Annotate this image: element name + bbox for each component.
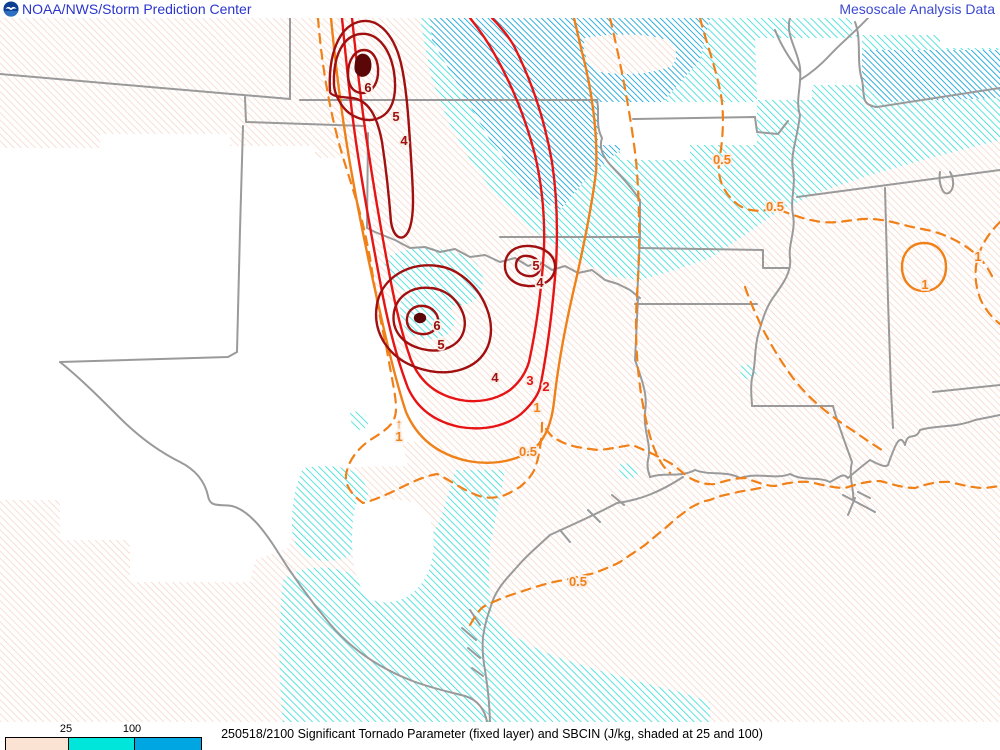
contour-label: 5 — [532, 258, 539, 273]
state-borders — [0, 18, 1000, 722]
header-subtitle: Mesoscale Analysis Data — [839, 1, 995, 17]
contour-label: 4 — [400, 133, 408, 148]
contour-label: 1 — [974, 249, 981, 264]
contour-label: 0.5 — [519, 444, 537, 459]
contour-label: ↑ — [396, 416, 403, 431]
legend-segment-high — [134, 738, 201, 750]
contour-4-5-red-river — [503, 244, 557, 288]
stp-contours — [316, 18, 1000, 627]
contour-4-5-6-oklahoma — [374, 264, 493, 374]
contour-label: 2 — [542, 379, 549, 394]
contour-3 — [350, 18, 546, 403]
contour-label: 0.5 — [766, 199, 784, 214]
legend-segment-mid — [68, 738, 134, 750]
contour-label: 1 — [395, 429, 402, 444]
contour-label: 5 — [437, 337, 444, 352]
noaa-logo-icon — [3, 1, 19, 17]
contour-label: 4 — [536, 275, 544, 290]
contour-label: 1 — [921, 277, 928, 292]
contour-4-5-6-nebraska — [328, 19, 415, 239]
legend-tick-25: 25 — [59, 723, 73, 735]
contour-label: 3 — [526, 373, 533, 388]
contour-label: 6 — [433, 318, 440, 333]
sbcin-legend-bar — [5, 737, 202, 750]
page-header: NOAA/NWS/Storm Prediction Center Mesosca… — [0, 0, 1000, 18]
contour-1-solid — [329, 18, 948, 464]
legend-segment-low — [6, 738, 68, 750]
contour-label: 0.5 — [713, 152, 731, 167]
map-caption: 250518/2100 Significant Tornado Paramete… — [221, 727, 763, 741]
contour-label: 6 — [364, 80, 371, 95]
contour-2 — [340, 18, 559, 430]
legend-tick-100: 100 — [122, 723, 142, 735]
contour-label: 4 — [491, 370, 499, 385]
contour-label: 5 — [392, 109, 399, 124]
shading-holes — [352, 18, 1000, 603]
contour-label: 1 — [533, 400, 540, 415]
contour-label: 0.5 — [569, 574, 587, 589]
header-title-link[interactable]: NOAA/NWS/Storm Prediction Center — [22, 1, 252, 17]
